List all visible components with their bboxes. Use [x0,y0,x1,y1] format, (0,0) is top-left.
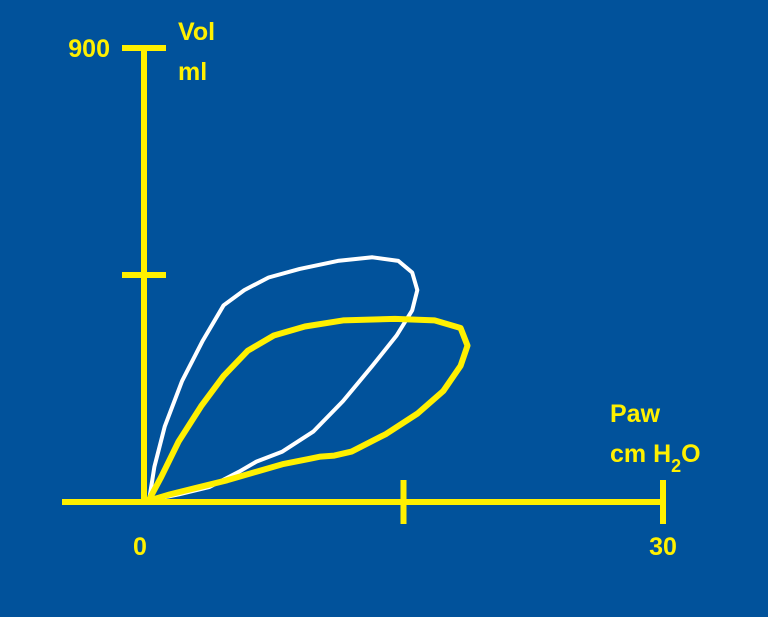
pv-loop-white [147,255,420,502]
x-axis-unit-suffix: O [681,440,700,468]
x-tick-label-30: 30 [649,533,677,561]
pv-loop-yellow [146,315,471,503]
x-axis-label-paw: Paw [610,400,661,428]
x-axis-label-unit: cm H2O [610,440,701,476]
x-axis-unit-prefix: cm H [610,440,671,468]
x-tick-label-0: 0 [133,533,147,561]
y-axis-label-ml: ml [178,58,207,86]
x-axis-unit-subscript: 2 [671,456,681,476]
y-tick-label-900: 900 [68,35,110,63]
y-axis-label-vol: Vol [178,18,215,46]
